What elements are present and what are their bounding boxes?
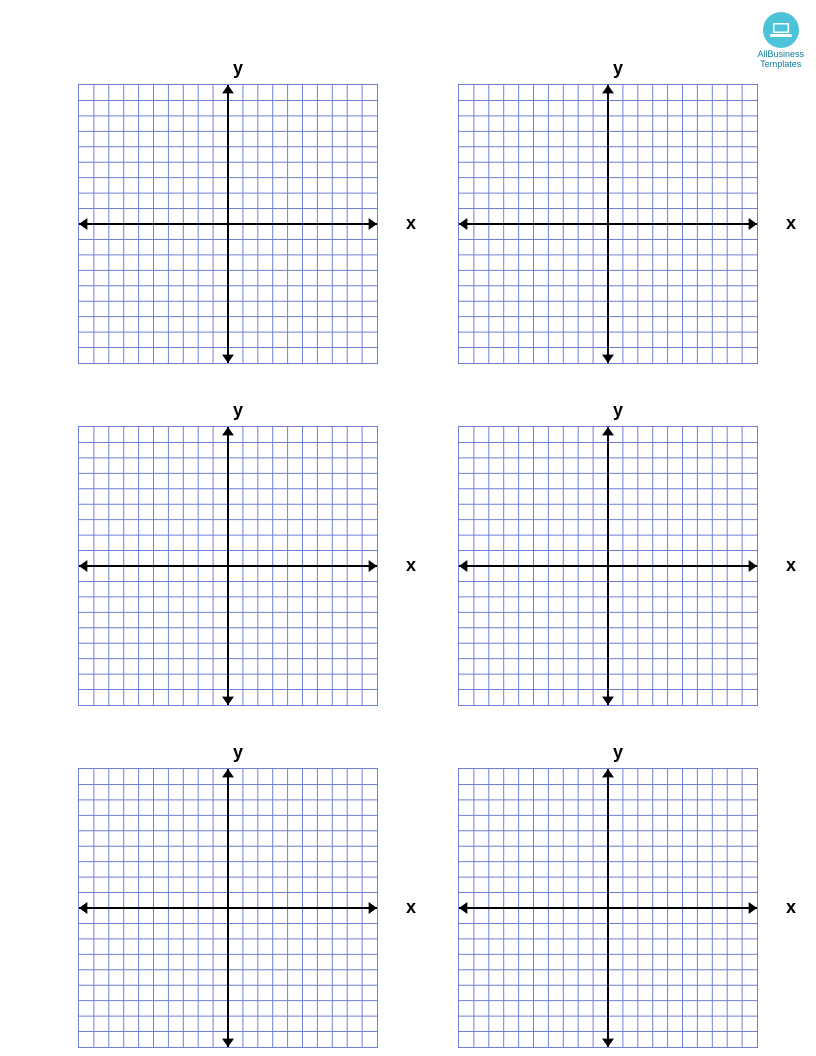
- y-axis-label: y: [78, 400, 398, 421]
- coordinate-plane: yx: [458, 746, 778, 1052]
- grid-plot: [78, 768, 378, 1048]
- coordinate-plane: yx: [458, 62, 778, 368]
- coordinate-plane: yx: [78, 62, 398, 368]
- laptop-icon: [763, 12, 799, 48]
- grid-plot: [458, 768, 758, 1048]
- y-axis-label: y: [458, 400, 778, 421]
- grid-plot: [458, 426, 758, 706]
- graph-grid-container: yx yx yx yx yx yx: [78, 62, 778, 1052]
- coordinate-plane: yx: [458, 404, 778, 710]
- x-axis-label: x: [406, 213, 416, 234]
- y-axis-label: y: [458, 742, 778, 763]
- grid-plot: [78, 426, 378, 706]
- coordinate-plane: yx: [78, 404, 398, 710]
- x-axis-label: x: [406, 897, 416, 918]
- grid-plot: [458, 84, 758, 364]
- x-axis-label: x: [786, 897, 796, 918]
- y-axis-label: y: [458, 58, 778, 79]
- x-axis-label: x: [406, 555, 416, 576]
- coordinate-plane: yx: [78, 746, 398, 1052]
- grid-plot: [78, 84, 378, 364]
- x-axis-label: x: [786, 213, 796, 234]
- x-axis-label: x: [786, 555, 796, 576]
- y-axis-label: y: [78, 742, 398, 763]
- y-axis-label: y: [78, 58, 398, 79]
